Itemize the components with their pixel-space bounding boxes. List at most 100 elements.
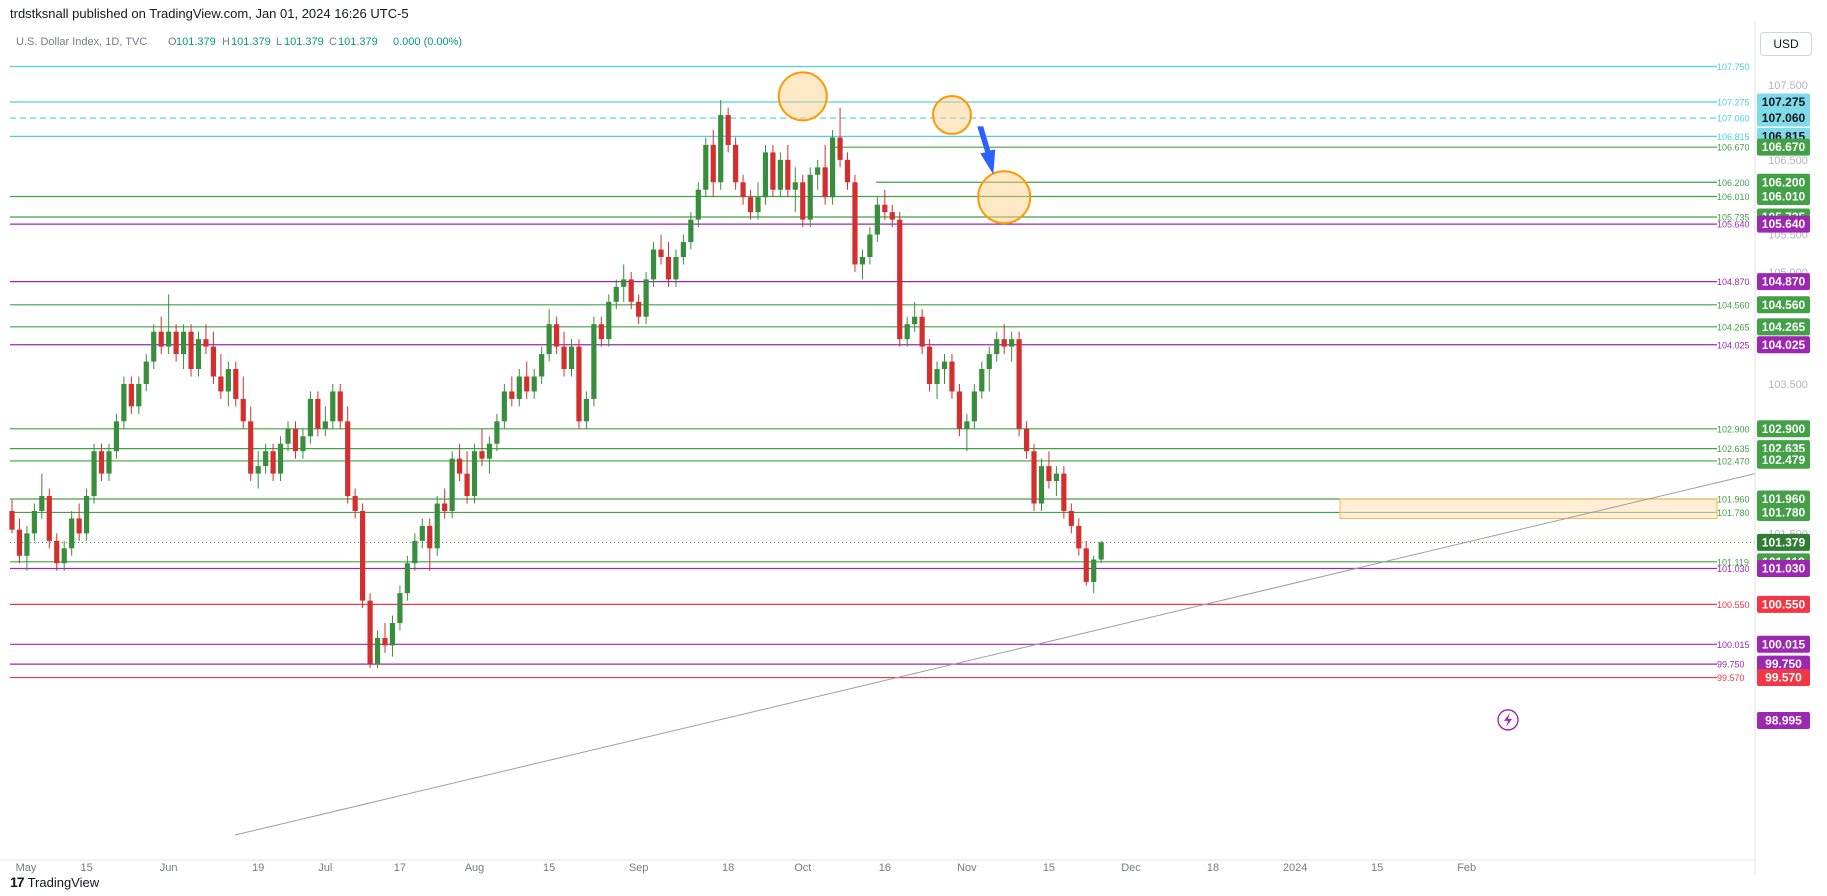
- candle-body: [203, 339, 209, 347]
- candle-body: [628, 279, 634, 302]
- footer-brand[interactable]: TradingView: [27, 874, 100, 890]
- candle-body: [479, 451, 485, 459]
- candle-body: [1001, 339, 1007, 347]
- candle-body: [733, 144, 739, 183]
- candle-body: [710, 144, 716, 183]
- candle-body: [583, 398, 590, 422]
- candle-body: [531, 376, 537, 392]
- x-tick-label: Jul: [318, 862, 332, 874]
- level-label: 107.060: [1717, 114, 1750, 124]
- tradingview-logo-icon: 17: [10, 874, 25, 890]
- legend-o-label: O: [168, 36, 177, 48]
- chart-area[interactable]: 107.750 107.275 107.060 106.815 106.670 106.2…: [0, 22, 1827, 874]
- x-tick-label: 18: [1207, 862, 1219, 874]
- legend-o: 101.379: [176, 36, 216, 48]
- candle-body: [844, 159, 851, 183]
- x-tick-label: 17: [394, 862, 406, 874]
- level-label: 104.560: [1717, 300, 1750, 310]
- candle-body: [621, 279, 627, 287]
- price-badge-label: 105.640: [1762, 217, 1806, 231]
- level-label: 104.265: [1717, 322, 1750, 332]
- candle-body: [210, 346, 217, 377]
- candle-body: [113, 421, 120, 452]
- x-tick-label: May: [16, 862, 37, 874]
- candle-body: [248, 421, 254, 474]
- candle-body: [740, 182, 746, 198]
- price-badge-label: 104.025: [1762, 338, 1806, 352]
- x-tick-label: 15: [543, 862, 555, 874]
- price-badge: [1757, 655, 1810, 673]
- candle-body: [292, 428, 299, 452]
- candle-body: [128, 383, 134, 407]
- candle-body: [822, 167, 828, 198]
- x-tick-label: 15: [1043, 862, 1055, 874]
- price-badge-label: 104.265: [1762, 320, 1806, 334]
- legend-h: 101.379: [231, 36, 271, 48]
- legend-c-label: C: [329, 36, 337, 48]
- level-label: 106.670: [1717, 143, 1750, 153]
- price-chart[interactable]: 107.750107.275107.060106.815106.670106.2…: [0, 22, 1827, 874]
- candle-body: [889, 212, 895, 220]
- candle-body: [926, 346, 933, 384]
- candle-body: [606, 301, 612, 340]
- candle-body: [725, 115, 731, 145]
- candle-body: [912, 316, 918, 325]
- candle-body: [718, 115, 724, 183]
- candle-body: [442, 503, 448, 511]
- price-badge: [1757, 451, 1810, 469]
- candle-body: [665, 256, 672, 280]
- candle-body: [695, 189, 701, 220]
- level-label: 107.750: [1717, 62, 1750, 72]
- price-badge-label: 106.010: [1762, 189, 1806, 203]
- level-label: 104.870: [1717, 277, 1750, 287]
- level-label: 99.750: [1717, 660, 1745, 670]
- price-badge: [1757, 559, 1810, 577]
- currency-button[interactable]: USD: [1760, 32, 1812, 56]
- candle-body: [673, 256, 679, 280]
- level-label: 106.200: [1717, 178, 1750, 188]
- candle-body: [300, 436, 306, 452]
- candle-body: [397, 593, 403, 624]
- price-badge-label: 102.900: [1762, 422, 1806, 436]
- price-badge: [1757, 296, 1810, 314]
- candle-body: [494, 421, 500, 444]
- x-tick-label: 2024: [1283, 862, 1307, 874]
- candle-body: [143, 361, 149, 384]
- candle-body: [934, 369, 940, 384]
- price-badge-label: 107.060: [1762, 111, 1806, 125]
- candle-body: [233, 369, 239, 399]
- price-badge-label: 102.479: [1762, 453, 1806, 467]
- candle-body: [1016, 339, 1022, 429]
- candle-body: [807, 174, 813, 220]
- price-badge-label: 100.550: [1762, 597, 1806, 611]
- trend-line: [234, 473, 1756, 836]
- x-tick-label: Dec: [1121, 862, 1141, 874]
- candle-body: [84, 496, 90, 534]
- y-tick-label: 106.500: [1768, 155, 1808, 167]
- level-label: 101.030: [1717, 564, 1750, 574]
- price-badge-label: 107.275: [1762, 95, 1806, 109]
- candle-body: [680, 242, 686, 257]
- price-badge: [1757, 93, 1810, 111]
- candle-body: [874, 204, 880, 235]
- x-tick-label: Aug: [465, 862, 485, 874]
- candle-body: [188, 331, 194, 370]
- candle-body: [650, 249, 657, 280]
- price-badge: [1757, 420, 1810, 438]
- legend-l: 101.379: [284, 36, 324, 48]
- price-badge-label: 101.780: [1762, 505, 1806, 519]
- candle-body: [307, 398, 313, 437]
- candle-body: [1046, 466, 1052, 482]
- candle-body: [897, 219, 903, 340]
- candle-body: [277, 443, 284, 474]
- price-badge-label: 104.870: [1762, 275, 1806, 289]
- x-tick-label: Feb: [1457, 862, 1476, 874]
- candle-body: [382, 637, 388, 646]
- level-label: 99.570: [1717, 673, 1745, 683]
- candle-body: [173, 331, 179, 355]
- price-badge-label: 101.960: [1762, 492, 1806, 506]
- price-badge-label: 99.570: [1765, 671, 1802, 685]
- price-badge-label: 98.995: [1765, 713, 1802, 727]
- candle-body: [964, 421, 970, 429]
